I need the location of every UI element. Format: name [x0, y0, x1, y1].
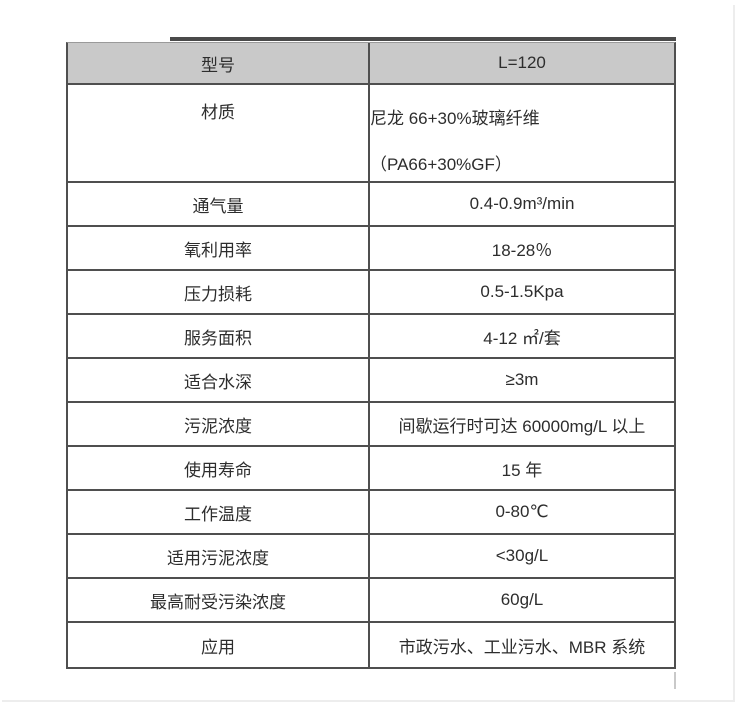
table-row: 适用污泥浓度 <30g/L — [68, 535, 674, 579]
spec-row-value: 0.5-1.5Kpa — [480, 282, 564, 301]
spec-row-label: 工作温度 — [68, 491, 370, 533]
spec-row-label: 材质 — [68, 85, 370, 181]
table-row: 应用 市政污水、工业污水、MBR 系统 — [68, 623, 674, 667]
spec-row-value: 15 年 — [501, 460, 543, 480]
product-spec-table: 型号 L=120 材质 尼龙 66+30%玻璃纤维 （PA66+30%GF） 通… — [66, 42, 676, 669]
table-row: 压力损耗 0.5-1.5Kpa — [68, 271, 674, 315]
spec-value-line2: （PA66+30%GF） — [370, 155, 512, 174]
page-edge-shadow-right — [733, 5, 735, 701]
spec-value-line1: 尼龙 66+30%玻璃纤维 — [370, 109, 540, 128]
spec-row-label: 污泥浓度 — [68, 403, 370, 445]
spec-row-value: 18-28％ — [491, 240, 553, 260]
table-header-row: 型号 L=120 — [68, 43, 674, 85]
scan-artifact-right-stub — [674, 672, 676, 689]
header-label-cell: 型号 — [68, 43, 370, 83]
spec-row-value: 4-12 ㎡/套 — [483, 328, 561, 348]
table-row: 使用寿命 15 年 — [68, 447, 674, 491]
spec-row-label: 适合水深 — [68, 359, 370, 401]
spec-row-label: 适用污泥浓度 — [68, 535, 370, 577]
spec-row-label: 氧利用率 — [68, 227, 370, 269]
table-row: 氧利用率 18-28％ — [68, 227, 674, 271]
page-edge-shadow-bottom — [2, 700, 735, 702]
spec-row-value: ≥3m — [505, 370, 539, 389]
table-row: 材质 尼龙 66+30%玻璃纤维 （PA66+30%GF） — [68, 85, 674, 183]
spec-row-label: 使用寿命 — [68, 447, 370, 489]
spec-row-value: 60g/L — [500, 590, 544, 609]
spec-row-label: 压力损耗 — [68, 271, 370, 313]
spec-row-value: 市政污水、工业污水、MBR 系统 — [398, 637, 646, 657]
spec-row-label: 最高耐受污染浓度 — [68, 579, 370, 621]
header-value-cell: L=120 — [498, 53, 546, 72]
spec-row-value: 间歇运行时可达 60000mg/L 以上 — [398, 416, 646, 436]
table-row: 最高耐受污染浓度 60g/L — [68, 579, 674, 623]
spec-row-value: <30g/L — [495, 546, 549, 565]
spec-row-label: 服务面积 — [68, 315, 370, 357]
table-row: 服务面积 4-12 ㎡/套 — [68, 315, 674, 359]
table-row: 工作温度 0-80℃ — [68, 491, 674, 535]
spec-row-value: 0-80℃ — [495, 502, 549, 521]
spec-row-label: 应用 — [68, 623, 370, 667]
spec-row-label: 通气量 — [68, 183, 370, 225]
table-row: 适合水深 ≥3m — [68, 359, 674, 403]
table-row: 污泥浓度 间歇运行时可达 60000mg/L 以上 — [68, 403, 674, 447]
spec-row-value: 0.4-0.9m³/min — [469, 194, 575, 213]
spec-row-value: 尼龙 66+30%玻璃纤维 （PA66+30%GF） — [370, 85, 674, 181]
table-row: 通气量 0.4-0.9m³/min — [68, 183, 674, 227]
scan-artifact-top-line — [170, 37, 676, 41]
